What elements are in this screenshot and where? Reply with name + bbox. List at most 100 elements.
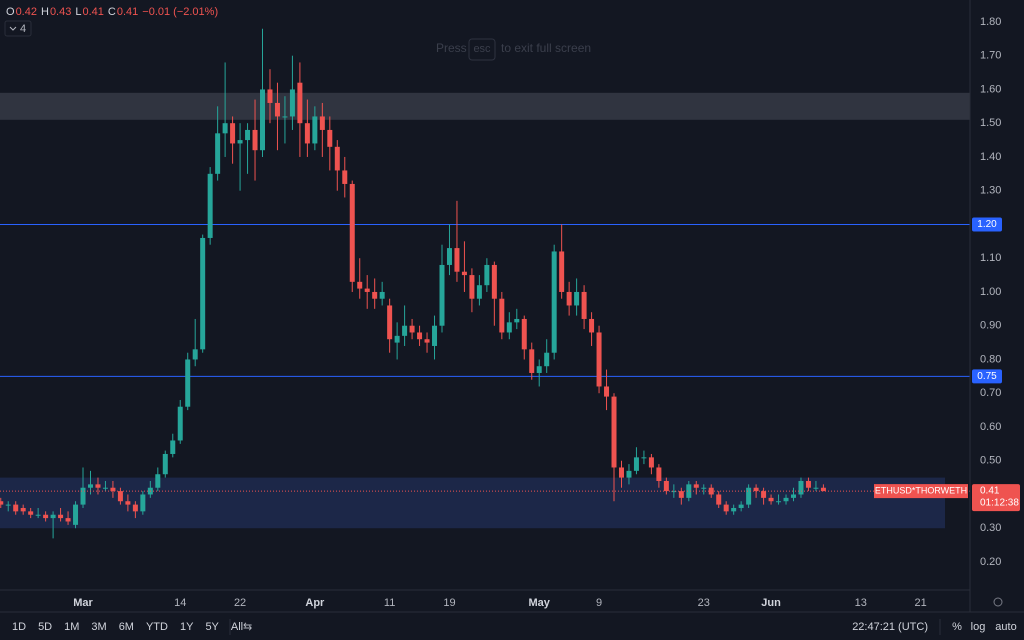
y-tick-label: 1.70: [980, 50, 1001, 62]
indicator-count: 4: [20, 23, 26, 35]
zone: [0, 92, 970, 120]
candle-body: [521, 318, 527, 350]
candle-body: [476, 285, 482, 299]
candle-body: [162, 453, 168, 475]
candle-body: [402, 325, 408, 336]
candle-body: [155, 474, 161, 488]
ohlc-value: 0.43: [50, 6, 71, 18]
interval-button[interactable]: YTD: [146, 621, 168, 633]
candle-body: [87, 484, 93, 488]
candle-body: [132, 504, 138, 512]
candle-body: [50, 514, 56, 519]
scale-option[interactable]: auto: [995, 621, 1016, 633]
candle-body: [761, 491, 767, 498]
candle-body: [469, 275, 475, 299]
y-tick-label: 1.00: [980, 286, 1001, 298]
candle-body: [529, 349, 535, 373]
candle-body: [349, 183, 355, 282]
candle-body: [274, 102, 280, 117]
candle-body: [73, 504, 79, 525]
y-tick-label: 0.60: [980, 421, 1001, 433]
candle-body: [499, 298, 505, 333]
candle-body: [446, 248, 452, 265]
interval-button[interactable]: 1Y: [180, 621, 194, 633]
settings-icon[interactable]: [993, 597, 1003, 607]
candle-body: [140, 494, 146, 512]
candle-body: [686, 484, 692, 498]
x-tick-label: 22: [234, 597, 246, 609]
level-label: 0.75: [977, 371, 997, 382]
scale-option[interactable]: log: [971, 621, 986, 633]
x-tick-label: 19: [443, 597, 455, 609]
candle-body: [252, 129, 258, 151]
scale-option[interactable]: %: [952, 621, 962, 633]
candle-body: [491, 264, 497, 299]
candle-body: [484, 264, 490, 286]
candle-body: [753, 487, 759, 492]
candle-body: [28, 511, 34, 515]
candle-body: [95, 484, 101, 488]
candle-body: [387, 305, 393, 340]
chevron-icon: [9, 26, 17, 31]
interval-button[interactable]: 3M: [91, 621, 106, 633]
candle-body: [13, 504, 19, 512]
interval-button[interactable]: 5D: [38, 621, 52, 633]
y-tick-label: 0.70: [980, 387, 1001, 399]
candle-body: [768, 497, 774, 502]
ohlc-key: L: [75, 6, 81, 18]
candle-body: [245, 129, 251, 141]
candle-body: [192, 349, 198, 360]
candle-body: [222, 123, 228, 134]
candle-body: [723, 504, 729, 512]
candle-body: [215, 133, 221, 174]
y-tick-label: 1.10: [980, 252, 1001, 264]
candle-body: [701, 487, 707, 489]
y-tick-label: 1.40: [980, 151, 1001, 163]
candle-body: [461, 271, 467, 276]
interval-button[interactable]: 6M: [119, 621, 134, 633]
candle-body: [409, 325, 415, 333]
interval-button[interactable]: 5Y: [205, 621, 219, 633]
candle-body: [596, 332, 602, 387]
candle-body: [417, 332, 423, 340]
candle-body: [514, 318, 520, 323]
y-tick-label: 0.90: [980, 320, 1001, 332]
candle-body: [5, 504, 11, 506]
ohlc-value: 0.41: [82, 6, 103, 18]
candle-body: [117, 491, 123, 502]
y-tick-label: 0.30: [980, 522, 1001, 534]
candle-body: [559, 251, 565, 292]
y-tick-label: 0.80: [980, 353, 1001, 365]
candle-body: [65, 518, 71, 522]
x-tick-label: Jun: [761, 597, 781, 609]
x-tick-label: May: [529, 597, 551, 609]
ohlc-change: −0.01 (−2.01%): [142, 6, 218, 18]
candle-body: [574, 291, 580, 306]
interval-button[interactable]: 1D: [12, 621, 26, 633]
symbol-label: ETHUSD*THORWETH: [875, 485, 967, 495]
candle-body: [731, 507, 737, 512]
candle-body: [304, 123, 310, 144]
date-range-icon[interactable]: ⇆: [243, 621, 252, 633]
y-tick-label: 1.60: [980, 83, 1001, 95]
indicator-toggle[interactable]: [4, 20, 32, 37]
candle-body: [282, 116, 288, 118]
interval-button[interactable]: 1M: [64, 621, 79, 633]
x-tick-label: 21: [915, 597, 927, 609]
candle-body: [716, 494, 722, 505]
candle-body: [611, 396, 617, 468]
candle-body: [185, 359, 191, 407]
candle-body: [776, 501, 782, 503]
candle-body: [791, 494, 797, 498]
candle-body: [20, 507, 26, 512]
candle-body: [424, 339, 430, 343]
candle-body: [432, 325, 438, 346]
price-badge: [972, 484, 1020, 512]
x-tick-label: 11: [384, 597, 395, 609]
candle-body: [0, 501, 4, 505]
interval-button[interactable]: All: [231, 621, 243, 633]
y-tick-label: 1.80: [980, 16, 1001, 28]
y-tick-label: 0.20: [980, 556, 1001, 568]
candle-body: [626, 470, 632, 478]
